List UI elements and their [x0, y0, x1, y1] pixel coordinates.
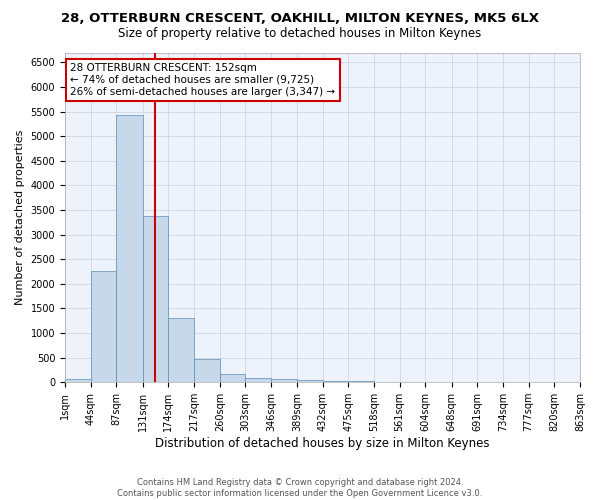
- X-axis label: Distribution of detached houses by size in Milton Keynes: Distribution of detached houses by size …: [155, 437, 490, 450]
- Bar: [271, 379, 297, 382]
- Y-axis label: Number of detached properties: Number of detached properties: [15, 130, 25, 305]
- Text: Contains HM Land Registry data © Crown copyright and database right 2024.
Contai: Contains HM Land Registry data © Crown c…: [118, 478, 482, 498]
- Bar: [65, 378, 91, 382]
- Bar: [348, 381, 374, 382]
- Bar: [245, 378, 271, 382]
- Bar: [169, 318, 194, 382]
- Bar: [297, 380, 323, 382]
- Text: Size of property relative to detached houses in Milton Keynes: Size of property relative to detached ho…: [118, 28, 482, 40]
- Bar: [220, 374, 245, 382]
- Bar: [116, 116, 143, 382]
- Text: 28 OTTERBURN CRESCENT: 152sqm
← 74% of detached houses are smaller (9,725)
26% o: 28 OTTERBURN CRESCENT: 152sqm ← 74% of d…: [70, 64, 335, 96]
- Bar: [143, 216, 169, 382]
- Bar: [323, 380, 348, 382]
- Bar: [91, 270, 116, 382]
- Bar: [194, 358, 220, 382]
- Text: 28, OTTERBURN CRESCENT, OAKHILL, MILTON KEYNES, MK5 6LX: 28, OTTERBURN CRESCENT, OAKHILL, MILTON …: [61, 12, 539, 26]
